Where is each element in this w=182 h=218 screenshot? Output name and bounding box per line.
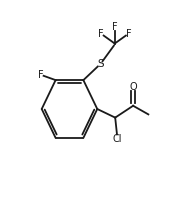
Text: F: F xyxy=(112,22,118,32)
Text: F: F xyxy=(37,70,43,80)
Text: Cl: Cl xyxy=(112,134,122,144)
Text: O: O xyxy=(129,82,137,92)
Text: S: S xyxy=(97,59,104,69)
Text: F: F xyxy=(126,29,132,39)
Text: F: F xyxy=(98,29,103,39)
